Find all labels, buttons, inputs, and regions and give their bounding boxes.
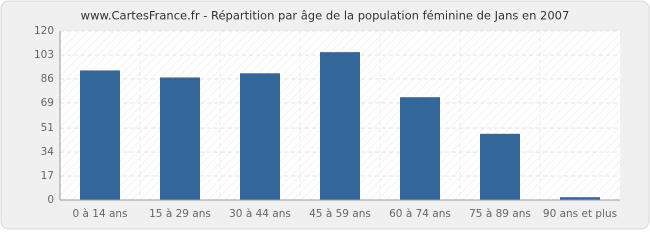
x-tick-label: 15 à 29 ans [149,208,211,220]
y-tick-label: 103 [34,49,54,61]
x-tick-label: 30 à 44 ans [229,208,291,220]
y-tick-label: 69 [41,97,54,109]
y-tick-label: 51 [41,122,54,134]
bar [560,197,600,200]
y-tick-label: 17 [41,170,54,182]
bar [400,97,440,200]
bar [480,133,520,200]
x-tick-label: 45 à 59 ans [309,208,371,220]
page: {"chart_data": {"type": "bar", "title": … [0,0,650,230]
bar [80,70,120,200]
x-tick-label: 75 à 89 ans [469,208,531,220]
y-tick-label: 34 [41,146,55,158]
y-tick-label: 0 [47,194,54,206]
x-tick-label: 0 à 14 ans [72,208,127,220]
bar [320,52,360,200]
x-tick-label: 90 ans et plus [543,208,617,220]
chart: www.CartesFrance.fr - Répartition par âg… [0,0,650,230]
bar [160,77,200,200]
y-tick-label: 120 [34,25,54,37]
chart-title: www.CartesFrance.fr - Répartition par âg… [81,9,570,23]
x-tick-label: 60 à 74 ans [389,208,451,220]
y-tick-label: 86 [41,73,55,85]
bar [240,73,280,200]
